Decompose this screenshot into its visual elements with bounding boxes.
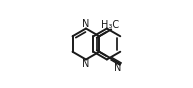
Text: H₃C: H₃C	[101, 20, 119, 30]
Text: N: N	[82, 59, 90, 69]
Text: N: N	[114, 63, 121, 73]
Text: N: N	[82, 19, 90, 29]
